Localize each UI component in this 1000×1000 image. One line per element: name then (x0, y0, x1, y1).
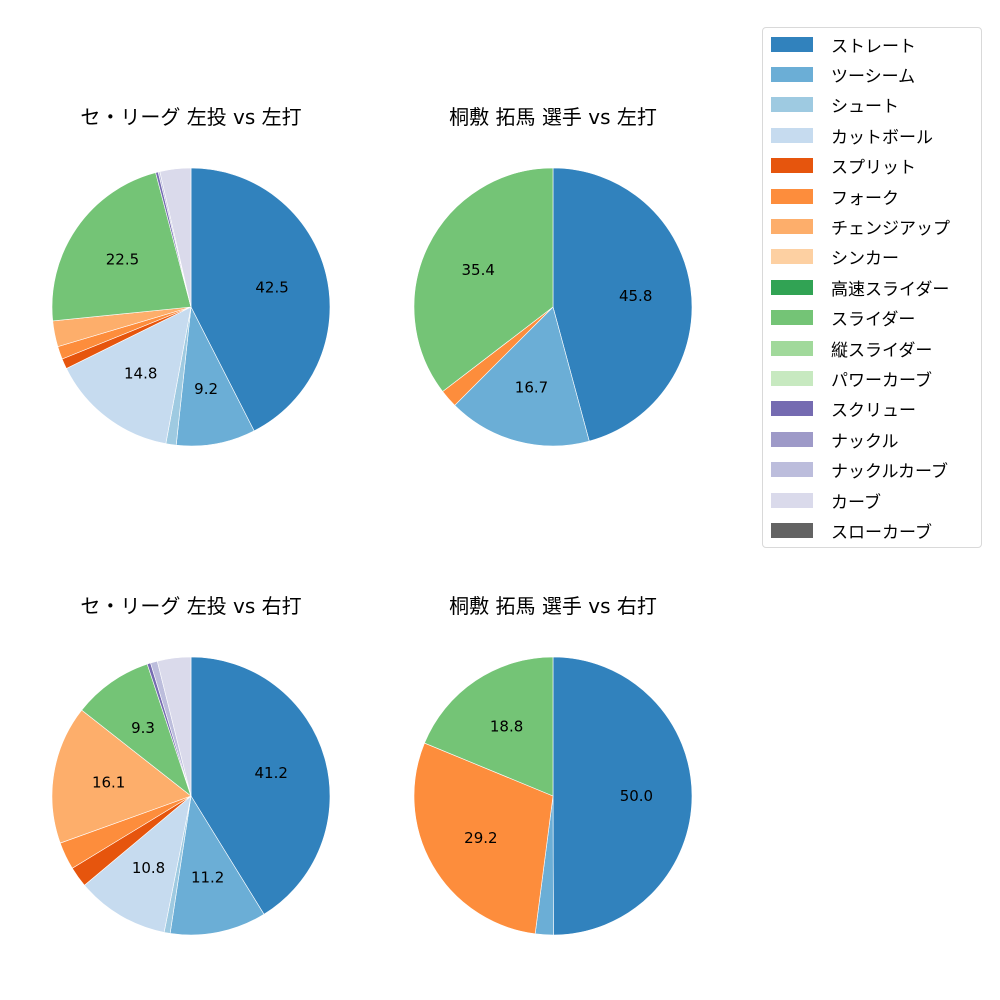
legend-item: フォーク (771, 184, 899, 209)
chart-title: 桐敷 拓馬 選手 vs 左打 (449, 105, 657, 129)
pie-slice (413, 167, 554, 392)
legend-label: 高速スライダー (831, 279, 950, 300)
slice-value-label: 45.8 (619, 287, 652, 305)
pie-slice (175, 305, 255, 447)
legend-swatch (771, 97, 813, 113)
chart-title: セ・リーグ 左投 vs 左打 (80, 105, 302, 129)
slice-value-label: 16.1 (92, 774, 125, 792)
legend-swatch (771, 310, 813, 326)
pie-slice (81, 663, 192, 797)
legend-label: スライダー (831, 310, 916, 331)
legend-label: ナックル (831, 431, 899, 452)
legend-label: スプリット (831, 158, 916, 179)
pie-slice (552, 656, 693, 936)
legend-label: カットボール (831, 127, 933, 148)
legend-swatch (771, 36, 813, 52)
slice-value-label: 22.5 (106, 250, 139, 268)
legend-label: 縦スライダー (831, 340, 933, 361)
legend-item: ストレート (771, 32, 916, 57)
legend-swatch (771, 188, 813, 204)
legend-label: ナックルカーブ (831, 462, 948, 483)
legend-item: スクリュー (771, 397, 916, 421)
legend-swatch (771, 431, 813, 447)
legend-item: ツーシーム (771, 62, 916, 87)
pie-slice (159, 167, 192, 308)
pie-slice (51, 172, 192, 322)
slice-value-label: 9.3 (131, 719, 155, 737)
legend-label: フォーク (831, 188, 899, 209)
legend-item: ナックル (771, 427, 899, 452)
pie-slice (65, 306, 192, 445)
slice-value-label: 10.8 (132, 859, 165, 877)
legend-label: ツーシーム (831, 66, 916, 87)
pie-slice (552, 167, 693, 442)
legend: ストレートツーシームシュートカットボール スプリットフォークチェンジアップ シンカー… (762, 27, 982, 548)
legend-swatch (771, 249, 813, 265)
legend-label: チェンジアップ (831, 218, 950, 239)
slice-value-label: 16.7 (515, 379, 548, 397)
legend-item: 縦スライダー (771, 336, 933, 361)
pie-slice (190, 167, 331, 432)
legend-swatch (771, 370, 813, 386)
legend-label: シンカー (831, 249, 899, 270)
legend-swatch (771, 462, 813, 478)
slice-value-label: 14.8 (124, 365, 157, 383)
legend-item: チェンジアップ (771, 214, 950, 239)
legend-item: スプリット (771, 154, 916, 178)
legend-label: スローカーブ (831, 522, 932, 543)
pie-slice (156, 656, 192, 797)
slice-value-label: 11.2 (191, 869, 224, 887)
legend-label: シュート (831, 97, 899, 118)
legend-swatch (771, 218, 813, 234)
legend-item: スローカーブ (771, 518, 932, 543)
legend-label: カーブ (831, 492, 881, 513)
legend-swatch (771, 158, 813, 174)
legend-label: ストレート (831, 36, 916, 57)
legend-item: シュート (771, 93, 899, 117)
pie-slice (424, 656, 554, 797)
legend-item: パワーカーブ (771, 366, 932, 391)
slice-value-label: 29.2 (464, 829, 497, 847)
chart-title: 桐敷 拓馬 選手 vs 右打 (449, 594, 657, 618)
pie-slice (454, 306, 590, 447)
pie-slice (413, 742, 554, 935)
slice-value-label: 50.0 (620, 787, 653, 805)
pie-slice (169, 795, 265, 936)
legend-item: カーブ (771, 488, 881, 513)
slice-value-label: 18.8 (490, 718, 523, 736)
legend-swatch (771, 279, 813, 295)
legend-item: スライダー (771, 306, 915, 330)
legend-label: パワーカーブ (831, 370, 932, 391)
legend-swatch (771, 127, 813, 143)
legend-label: スクリュー (831, 401, 916, 422)
chart-title: セ・リーグ 左投 vs 右打 (80, 594, 302, 618)
legend-swatch (771, 401, 813, 417)
pie-slice (51, 709, 192, 844)
slice-value-label: 9.2 (194, 380, 218, 398)
legend-item: シンカー (771, 245, 899, 269)
legend-swatch (771, 492, 813, 508)
slice-value-label: 41.2 (255, 764, 288, 782)
legend-item: カットボール (771, 123, 933, 148)
slice-value-label: 42.5 (255, 279, 288, 297)
legend-swatch (771, 522, 813, 538)
legend-item: ナックルカーブ (771, 458, 948, 482)
legend-swatch (771, 340, 813, 356)
pie-slice (190, 656, 331, 915)
legend-item: 高速スライダー (771, 275, 950, 300)
legend-swatch (771, 66, 813, 82)
pie-slice (84, 795, 192, 933)
slice-value-label: 35.4 (462, 261, 495, 279)
